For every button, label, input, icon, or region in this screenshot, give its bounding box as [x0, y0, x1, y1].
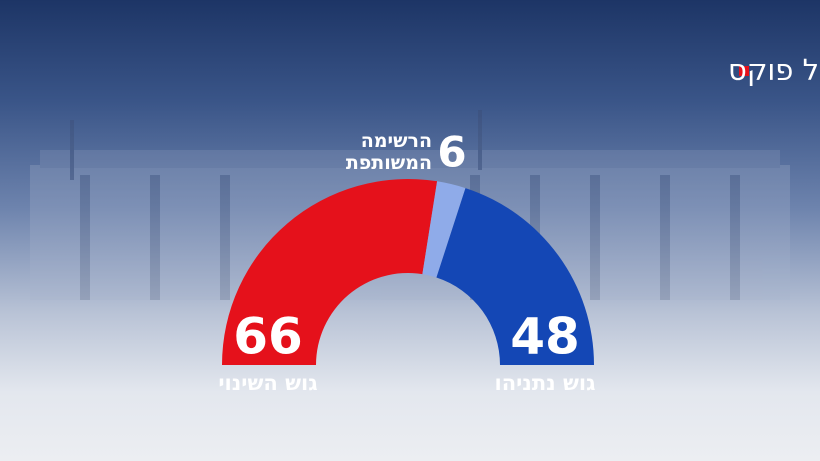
value-label: 66 [233, 308, 303, 366]
title-bullet [739, 66, 749, 76]
segment [422, 181, 466, 278]
chart-title: סקר חדשות 13 ופרופ׳ קמיל פוקס [728, 53, 820, 87]
value-label: 6 [437, 128, 466, 177]
category-label: הרשימה המשותפת [345, 130, 432, 174]
segment [436, 188, 594, 365]
category-label: גוש השינוי [218, 371, 317, 395]
category-label: גוש נתניהו [494, 371, 595, 395]
segment [222, 178, 438, 365]
value-label: 48 [510, 308, 580, 366]
